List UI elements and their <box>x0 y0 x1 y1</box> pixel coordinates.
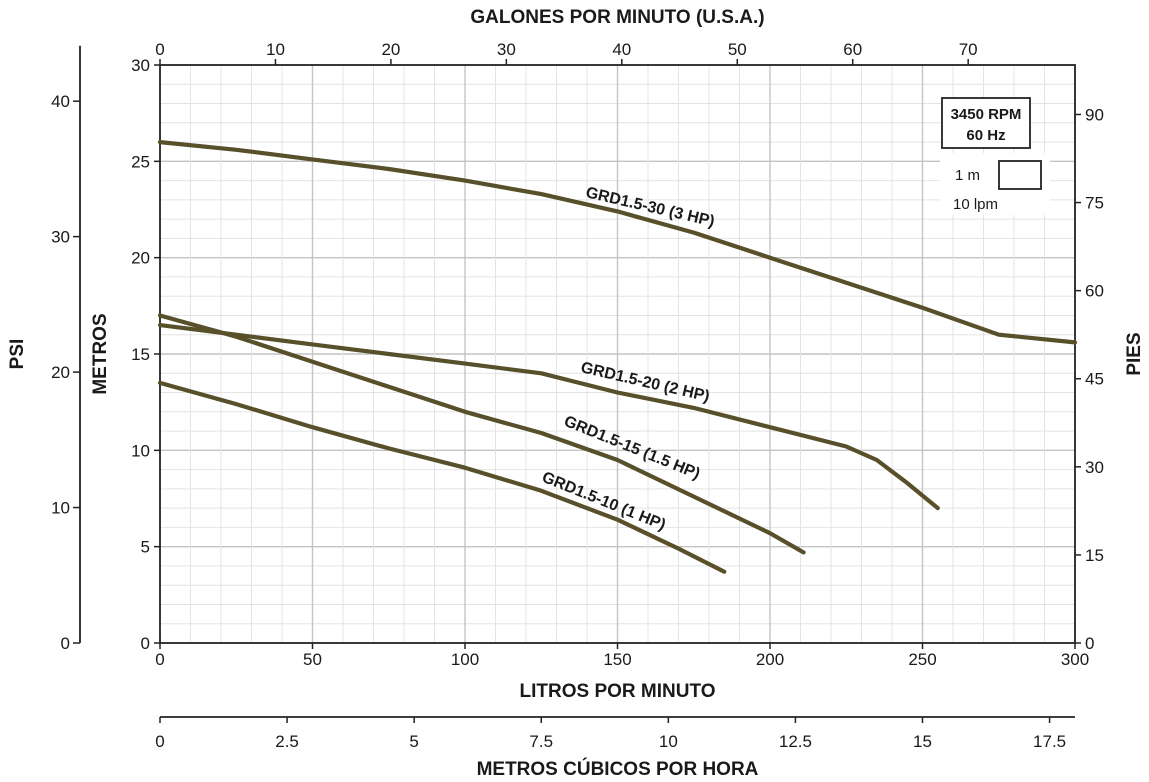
x-tick-label: 50 <box>303 650 322 669</box>
x2-tick-label: 17.5 <box>1033 732 1066 751</box>
grid <box>160 65 1075 643</box>
y-tick-label: 25 <box>131 152 150 171</box>
x2-tick-label: 12.5 <box>779 732 812 751</box>
x-top-tick-label: 10 <box>266 40 285 59</box>
psi-axis-title: PSI <box>7 339 28 370</box>
legend-grid-height: 1 m <box>955 167 980 184</box>
y-right-tick-label: 15 <box>1085 546 1104 565</box>
y-axis-title: METROS <box>90 313 111 394</box>
x-top-tick-label: 40 <box>612 40 631 59</box>
x-top-tick-label: 50 <box>728 40 747 59</box>
curve-series-1 <box>157 140 1078 345</box>
x2-tick-label: 2.5 <box>275 732 299 751</box>
psi-tick-label: 30 <box>51 228 70 247</box>
x-top-tick-label: 30 <box>497 40 516 59</box>
y-tick-label: 5 <box>141 538 150 557</box>
x-axis-title: LITROS POR MINUTO <box>520 681 716 702</box>
psi-tick-label: 10 <box>51 499 70 518</box>
legend-box <box>941 97 1031 149</box>
x-tick-label: 200 <box>756 650 784 669</box>
y-right-tick-label: 45 <box>1085 370 1104 389</box>
y-right-tick-label: 0 <box>1085 634 1094 653</box>
x-tick-label: 300 <box>1061 650 1089 669</box>
x-tick-label: 100 <box>451 650 479 669</box>
x-top-tick-label: 20 <box>381 40 400 59</box>
x2-tick-label: 0 <box>155 732 164 751</box>
x-top-tick-label: 60 <box>843 40 862 59</box>
x-top-tick-label: 0 <box>155 40 164 59</box>
y-right-tick-label: 60 <box>1085 282 1104 301</box>
psi-tick-label: 40 <box>51 92 70 111</box>
y-right-tick-label: 30 <box>1085 458 1104 477</box>
legend-grid-sample <box>998 160 1042 190</box>
x-top-tick-label: 70 <box>959 40 978 59</box>
x2-tick-label: 7.5 <box>529 732 553 751</box>
y-tick-label: 20 <box>131 249 150 268</box>
y-tick-label: 30 <box>131 56 150 75</box>
y-right-tick-label: 90 <box>1085 105 1104 124</box>
y-tick-label: 0 <box>141 634 150 653</box>
y-right-tick-label: 75 <box>1085 194 1104 213</box>
y-tick-label: 10 <box>131 441 150 460</box>
y-tick-label: 15 <box>131 345 150 364</box>
curve-series-2 <box>157 323 940 511</box>
legend-hz: 60 Hz <box>966 127 1005 144</box>
legend-grid-width: 10 lpm <box>953 196 998 213</box>
curve-series-3 <box>157 313 806 555</box>
x2-tick-label: 10 <box>659 732 678 751</box>
x-tick-label: 250 <box>908 650 936 669</box>
curve-label: GRD1.5-10 (1 HP) <box>540 469 668 534</box>
psi-tick-label: 0 <box>61 634 70 653</box>
x2-axis-title: METROS CÚBICOS POR HORA <box>477 758 759 780</box>
x-top-axis-title: GALONES POR MINUTO (U.S.A.) <box>470 7 764 28</box>
psi-tick-label: 20 <box>51 363 70 382</box>
curve-series-4 <box>157 380 727 574</box>
x-tick-label: 150 <box>603 650 631 669</box>
x2-tick-label: 15 <box>913 732 932 751</box>
y-right-axis-title: PIES <box>1124 332 1145 375</box>
legend-rpm: 3450 RPM <box>951 106 1022 123</box>
x2-tick-label: 5 <box>409 732 418 751</box>
x-tick-label: 0 <box>155 650 164 669</box>
legend: 3450 RPM 60 Hz 1 m 10 lpm <box>940 97 1050 215</box>
